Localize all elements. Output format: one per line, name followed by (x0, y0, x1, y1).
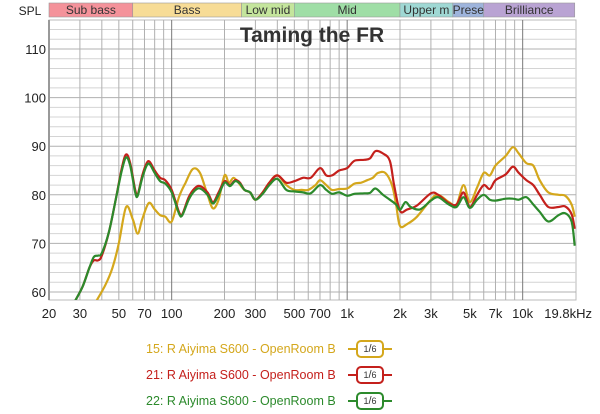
legend-item-label: 21: R Aiyima S600 - OpenRoom B (146, 368, 336, 382)
data-series (74, 146, 576, 300)
frequency-bands: Sub bass Bass Low mid Mid Upper m Prese Brilli… (48, 2, 576, 18)
x-tick-label: 50 (112, 306, 126, 321)
y-axis-ticks: 60 70 80 90 100 110 (24, 42, 46, 300)
smoothing-button[interactable]: 1/6 (356, 340, 384, 358)
series-line-1 (95, 146, 576, 300)
x-tick-label: 2k (393, 306, 407, 321)
y-tick-label: 110 (25, 42, 46, 57)
x-tick-label: 700 (309, 306, 331, 321)
band-label: Low mid (246, 3, 291, 17)
chart-title: Taming the FR (240, 24, 384, 47)
legend-line-swatch (384, 374, 392, 376)
x-tick-label: 3k (424, 306, 438, 321)
x-tick-label: 20 (42, 306, 56, 321)
legend-line-swatch (384, 348, 392, 350)
legend-item-label: 22: R Aiyima S600 - OpenRoom B (146, 394, 336, 408)
legend-line-swatch (384, 400, 392, 402)
band-label: Mid (337, 3, 356, 17)
x-axis-ticks: 20 30 50 70 100 200 300 500 700 1k 2k 3k 5k 7k 10k 19.8… (42, 306, 592, 321)
x-tick-label: 1k (340, 306, 354, 321)
x-tick-label: 300 (245, 306, 267, 321)
legend-line-swatch (348, 374, 356, 376)
x-tick-label: 10k (512, 306, 533, 321)
band-brilliance (483, 2, 576, 18)
series-line-3 (74, 156, 576, 300)
y-axis-label: SPL (19, 4, 42, 18)
band-label: Brilliance (505, 3, 554, 17)
x-tick-label: 70 (137, 306, 151, 321)
band-label: Upper m (403, 3, 449, 17)
x-tick-label: 30 (73, 306, 87, 321)
legend: 15: R Aiyima S600 - OpenRoom B 1/6 21: R… (146, 336, 392, 414)
legend-line-swatch (348, 400, 356, 402)
x-tick-label: 7k (489, 306, 503, 321)
smoothing-button[interactable]: 1/6 (356, 392, 384, 410)
band-label: Prese (453, 3, 485, 17)
x-tick-label: 500 (283, 306, 305, 321)
y-tick-label: 90 (32, 139, 46, 154)
y-tick-label: 80 (32, 188, 46, 203)
legend-line-swatch (348, 348, 356, 350)
smoothing-button[interactable]: 1/6 (356, 366, 384, 384)
y-tick-label: 70 (32, 236, 46, 251)
legend-item[interactable]: 15: R Aiyima S600 - OpenRoom B 1/6 (146, 336, 392, 362)
legend-item[interactable]: 21: R Aiyima S600 - OpenRoom B 1/6 (146, 362, 392, 388)
band-label: Sub bass (66, 3, 116, 17)
x-tick-label: 5k (463, 306, 477, 321)
legend-item-label: 15: R Aiyima S600 - OpenRoom B (146, 342, 336, 356)
y-tick-label: 60 (32, 285, 46, 300)
y-tick-label: 100 (24, 91, 46, 106)
band-label: Bass (174, 3, 201, 17)
x-tick-label: 19.8kHz (544, 306, 592, 321)
x-tick-label: 100 (161, 306, 183, 321)
x-tick-label: 200 (214, 306, 236, 321)
legend-item[interactable]: 22: R Aiyima S600 - OpenRoom B 1/6 (146, 388, 392, 414)
